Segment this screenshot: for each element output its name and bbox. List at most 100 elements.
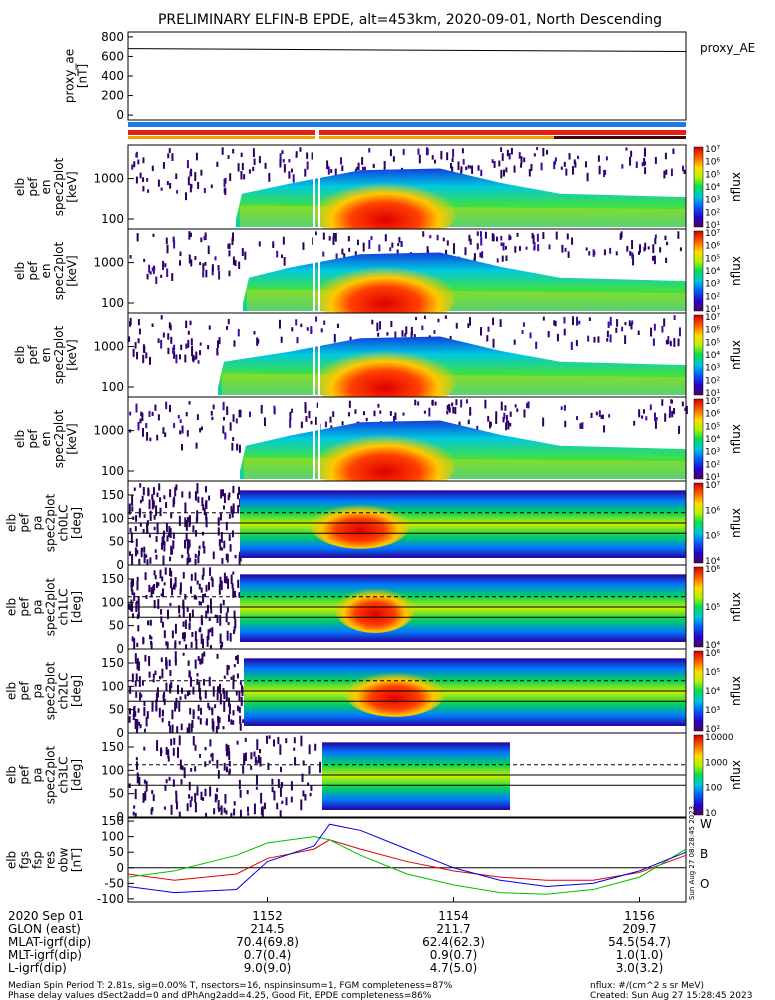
noise-pixel [232,629,235,634]
noise-pixel [136,719,139,730]
noise-pixel [132,811,135,816]
noise-pixel [194,172,197,181]
noise-pixel [484,399,487,409]
colorbar [693,482,704,564]
noise-pixel [181,554,184,559]
pitch-angle-panel: 150 100 50 0 elbpefpaspec2plotch3LC[deg] 1000… [5,732,743,824]
ylabel-line: [nT] [70,848,84,872]
noise-pixel [501,255,504,262]
ytick-label: 150 [101,814,124,828]
ylabel-line: fsp [31,851,45,869]
xaxis-row-value: 54.5(54.7) [608,935,671,949]
noise-pixel [368,239,371,249]
noise-pixel [536,233,539,242]
noise-pixel [280,766,283,773]
noise-pixel [217,686,220,693]
noise-pixel [212,551,215,560]
noise-pixel [173,737,176,745]
noise-pixel [157,414,160,421]
noise-pixel [324,421,327,428]
ylabel-line: [keV] [65,171,79,202]
noise-pixel [178,641,181,645]
noise-pixel [547,331,550,338]
noise-pixel [165,682,168,691]
ylabel-line: [nT] [76,64,90,88]
colorbar-tick: 10² [705,376,720,386]
noise-pixel [210,576,213,581]
noise-pixel [129,411,132,416]
noise-pixel [328,236,331,241]
noise-pixel [567,251,570,258]
colorbar [693,146,704,228]
noise-pixel [628,320,631,327]
noise-pixel [304,794,307,801]
noise-pixel [194,256,197,261]
noise-pixel [203,546,206,554]
noise-pixel [213,808,216,815]
noise-pixel [288,171,291,179]
noise-pixel [180,779,183,785]
noise-pixel [509,411,512,417]
noise-pixel [164,784,167,791]
noise-pixel [196,673,199,677]
noise-pixel [226,630,229,641]
noise-pixel [493,161,496,168]
noise-pixel [142,528,145,534]
noise-pixel [174,658,177,666]
xaxis-row-value: 209.7 [622,922,656,936]
noise-pixel [155,699,158,710]
noise-pixel [632,258,635,266]
noise-pixel [133,707,136,715]
noise-pixel [222,726,225,730]
noise-pixel [462,158,465,165]
noise-pixel [267,762,270,770]
noise-pixel [389,149,392,157]
noise-pixel [405,326,408,335]
noise-pixel [208,617,211,621]
noise-pixel [181,444,184,451]
noise-pixel [136,549,139,555]
noise-pixel [314,231,317,236]
noise-pixel [326,160,329,170]
noise-pixel [665,169,668,175]
noise-pixel [180,723,183,731]
noise-pixel [330,169,333,173]
noise-pixel [293,747,296,751]
noise-pixel [417,148,420,155]
noise-pixel [197,704,200,712]
noise-pixel [243,174,246,180]
noise-pixel [253,158,256,166]
noise-pixel [240,152,243,158]
noise-pixel [209,628,212,633]
noise-pixel [134,547,137,557]
noise-pixel [227,665,230,670]
noise-pixel [188,781,191,791]
noise-pixel [199,427,202,433]
noise-pixel [207,702,210,709]
noise-pixel [144,654,147,662]
noise-pixel [296,337,299,344]
noise-pixel [178,354,181,360]
noise-pixel [167,347,170,355]
noise-pixel [156,581,159,588]
noise-pixel [225,553,228,561]
noise-pixel [445,249,448,255]
panel-frame [127,732,687,818]
noise-pixel [228,513,231,519]
ylabel-line: en [39,348,53,363]
noise-pixel [460,169,463,175]
noise-pixel [208,706,211,711]
noise-pixel [175,173,178,180]
noise-pixel [241,687,244,696]
noise-pixel [513,165,516,173]
noise-pixel [471,165,474,174]
noise-pixel [137,661,140,671]
noise-pixel [300,799,303,811]
noise-pixel [217,527,220,536]
noise-pixel [468,317,471,326]
noise-pixel [193,356,196,360]
noise-pixel [665,339,668,345]
noise-pixel [598,165,601,175]
colorbar-tick: 10⁵ [705,668,720,678]
noise-pixel [190,796,193,801]
